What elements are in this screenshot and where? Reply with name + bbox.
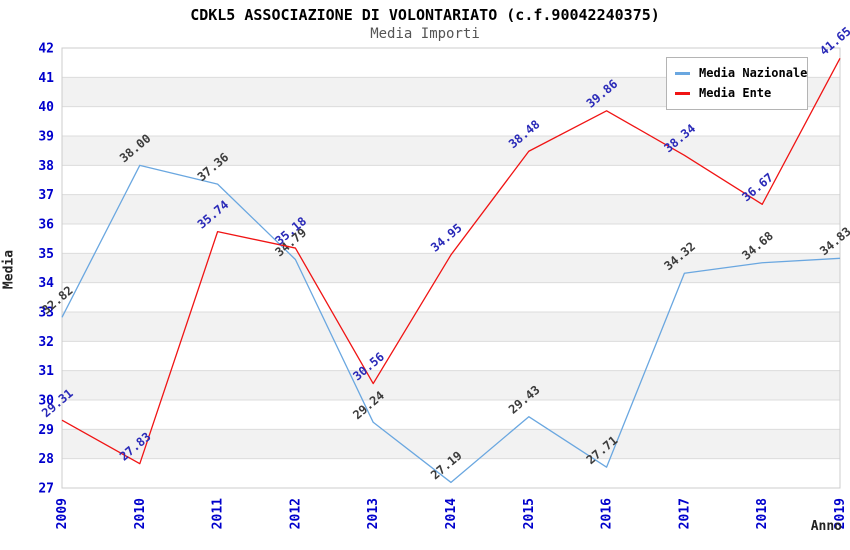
series-line: [61, 164, 841, 484]
y-tick-label: 39: [38, 130, 54, 145]
x-axis-title: Anno: [810, 519, 842, 534]
plot-band: [62, 370, 840, 400]
y-tick-label: 41: [38, 71, 54, 86]
legend: Media Nazionale Media Ente: [666, 57, 808, 110]
y-tick-label: 42: [38, 42, 54, 57]
y-tick-label: 37: [38, 188, 54, 203]
x-tick-label: 2015: [522, 498, 537, 529]
x-tick-label: 2012: [288, 498, 303, 529]
legend-swatch-media-ente-icon: [675, 91, 690, 95]
x-tick-label: 2016: [600, 498, 615, 529]
legend-label-media-ente: Media Ente: [699, 86, 772, 100]
y-tick-label: 28: [38, 452, 54, 467]
y-tick-label: 35: [38, 247, 54, 262]
plot-band: [62, 429, 840, 459]
x-tick-label: 2009: [55, 498, 70, 529]
plot-band: [62, 136, 840, 166]
legend-label-media-nazionale: Media Nazionale: [699, 66, 808, 80]
plot-band: [62, 341, 840, 371]
x-tick-label: 2014: [444, 498, 459, 529]
plot-band: [62, 312, 840, 342]
y-tick-label: 32: [38, 335, 54, 350]
series-line: [61, 57, 841, 465]
y-tick-label: 34: [38, 276, 54, 291]
x-tick-label: 2011: [211, 498, 226, 529]
plot-band: [62, 282, 840, 312]
y-tick-label: 31: [38, 364, 54, 379]
y-tick-label: 40: [38, 100, 54, 115]
y-axis-title: Media: [1, 249, 17, 290]
plot-band: [62, 458, 840, 488]
legend-swatch-media-nazionale-icon: [675, 71, 690, 75]
x-tick-label: 2017: [677, 498, 692, 529]
chart-subtitle: Media Importi: [370, 26, 480, 42]
legend-item-media-nazionale: Media Nazionale: [675, 63, 807, 83]
plot-band: [62, 224, 840, 254]
y-tick-label: 38: [38, 159, 54, 174]
y-tick-label: 29: [38, 423, 54, 438]
plot-band: [62, 165, 840, 195]
x-tick-label: 2019: [833, 498, 848, 529]
legend-item-media-ente: Media Ente: [675, 83, 799, 103]
chart-title: CDKL5 ASSOCIAZIONE DI VOLONTARIATO (c.f.…: [190, 6, 660, 24]
x-tick-label: 2013: [366, 498, 381, 529]
y-tick-label: 27: [38, 482, 54, 497]
plot-band: [62, 253, 840, 283]
y-tick-label: 33: [38, 306, 54, 321]
y-tick-label: 36: [38, 218, 54, 233]
x-tick-label: 2018: [755, 498, 770, 529]
plot-band: [62, 400, 840, 430]
x-tick-label: 2010: [133, 498, 148, 529]
plot-band: [62, 106, 840, 136]
plot-band: [62, 194, 840, 224]
plot-border: [61, 47, 841, 489]
y-tick-label: 30: [38, 394, 54, 409]
